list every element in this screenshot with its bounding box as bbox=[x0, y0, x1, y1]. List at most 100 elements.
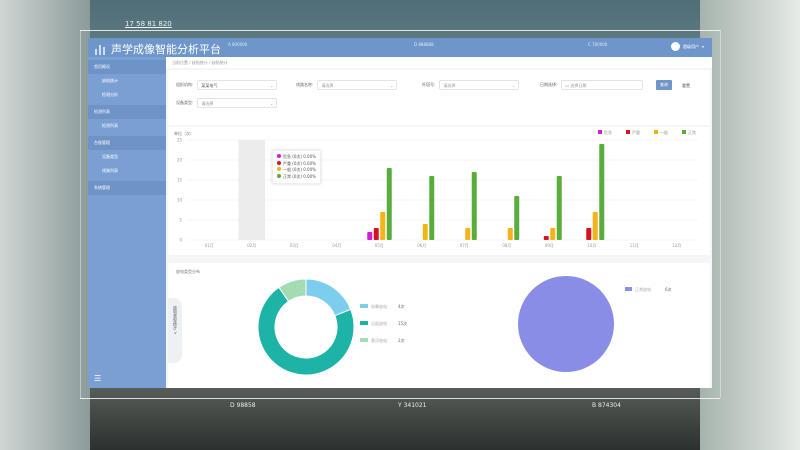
sidebar-item[interactable]: 设备类型 bbox=[102, 154, 118, 159]
sidebar-item[interactable]: 检测列表 bbox=[88, 105, 166, 119]
bar-一般 bbox=[465, 228, 471, 240]
y-tick-label: 10 bbox=[177, 198, 183, 203]
bar-一般 bbox=[380, 212, 386, 240]
tooltip-row: 严重 (0次) 0.00% bbox=[277, 160, 316, 168]
hover-highlight bbox=[238, 140, 265, 240]
tower-select[interactable]: 请选择 ⌄ bbox=[439, 80, 520, 90]
header-label: C 700000 bbox=[588, 42, 608, 47]
bar-正常 bbox=[599, 144, 605, 240]
calendar-icon: ▭ bbox=[565, 83, 571, 88]
donut-slice bbox=[305, 278, 352, 317]
hud-bottom-right: B 874304 bbox=[592, 402, 621, 409]
y-tick-label: 20 bbox=[177, 158, 183, 163]
bars-logo-icon bbox=[95, 44, 105, 55]
legend-swatch bbox=[598, 130, 602, 134]
legend-value: 4次 bbox=[398, 303, 405, 309]
x-tick-label: 12月 bbox=[672, 243, 681, 248]
series-dot-icon bbox=[277, 160, 281, 165]
legend-swatch bbox=[626, 130, 630, 134]
menu-icon[interactable]: ☰ bbox=[94, 374, 102, 383]
legend-value: 15次 bbox=[398, 320, 407, 326]
hud-top-line bbox=[80, 30, 720, 31]
org-select[interactable]: 某某电气 ⌄ bbox=[197, 80, 278, 90]
search-button[interactable]: 查询 bbox=[656, 80, 672, 90]
y-tick-label: 25 bbox=[177, 138, 183, 143]
legend-label: 正常 bbox=[688, 129, 696, 135]
sidebar-item[interactable]: 线路列表 bbox=[102, 168, 118, 173]
x-tick-label: 08月 bbox=[502, 243, 511, 248]
hud-right-line bbox=[720, 30, 721, 398]
x-tick-label: 09月 bbox=[545, 243, 554, 248]
user-menu[interactable]: 超级用户 ▾ bbox=[670, 42, 704, 51]
legend-swatch bbox=[360, 321, 368, 325]
tower-placeholder: 请选择 bbox=[443, 83, 456, 88]
date-placeholder: ▭ 选择日期 bbox=[565, 83, 587, 88]
bar-正常 bbox=[514, 196, 520, 240]
legend-label: 电晕放电 bbox=[371, 303, 387, 309]
chevron-down-icon: ⌄ bbox=[270, 83, 274, 88]
legend-label: 危急 bbox=[604, 129, 612, 135]
bar-一般 bbox=[550, 228, 556, 240]
legend-swatch bbox=[360, 304, 368, 308]
station-select[interactable]: 请选择 ⌄ bbox=[317, 80, 398, 90]
sidebar-item[interactable]: 系统管理 bbox=[88, 181, 166, 195]
user-name: 超级用户 bbox=[682, 43, 699, 49]
app-title: 声学成像智能分析平台 bbox=[111, 43, 221, 56]
series-dot-icon bbox=[277, 173, 281, 178]
breadcrumb: 当前位置 / 缺陷统计 / 缺陷统计 bbox=[166, 57, 712, 68]
legend-swatch bbox=[360, 338, 368, 342]
hud-bottom-center: Y 341021 bbox=[398, 402, 427, 409]
bar-危急 bbox=[367, 232, 373, 240]
hud-bottom-line bbox=[80, 398, 720, 399]
y-axis-label: 单位（次） bbox=[174, 130, 194, 136]
bar-正常 bbox=[429, 176, 435, 240]
sidebar-item[interactable]: 检测列表 bbox=[102, 123, 118, 128]
chevron-down-icon: ⌄ bbox=[390, 83, 394, 88]
x-tick-label: 10月 bbox=[587, 243, 596, 248]
legend-value: 2次 bbox=[398, 337, 405, 343]
main-content: 当前位置 / 缺陷统计 / 缺陷统计 组织机构: 某某电气 ⌄ 线路名称: 请选择 ⌄ … bbox=[166, 57, 712, 388]
legend-swatch bbox=[654, 130, 658, 134]
org-label: 组织机构: bbox=[176, 82, 194, 87]
sidebar-item[interactable]: 检测分析 bbox=[102, 92, 118, 97]
legend-label: 一般 bbox=[660, 129, 668, 135]
x-tick-label: 02月 bbox=[247, 243, 256, 248]
tooltip-row: 正常 (0次) 0.00% bbox=[277, 173, 316, 181]
bar-正常 bbox=[471, 172, 477, 240]
sidebar-item[interactable]: 台账管理 bbox=[88, 136, 166, 150]
bar-正常 bbox=[556, 176, 562, 240]
sidebar-item[interactable]: 缺陷统计 bbox=[102, 78, 118, 83]
x-tick-label: 06月 bbox=[417, 243, 426, 248]
tooltip-row: 一般 (0次) 0.00% bbox=[277, 167, 316, 174]
x-tick-label: 04月 bbox=[332, 243, 341, 248]
chevron-down-icon: ▾ bbox=[701, 44, 704, 49]
legend-swatch bbox=[625, 287, 632, 291]
chart-tooltip: 危急 (0次) 0.00% 严重 (0次) 0.00% 一般 (0次) 0.00% 正… bbox=[272, 150, 321, 184]
bar-chart-panel: 单位（次） 0 5 10 15 20 25 01月 02月 03月 04月 05月 06月 07月 08月 0… bbox=[168, 127, 710, 255]
date-picker[interactable]: ▭ 选择日期 bbox=[561, 80, 644, 90]
reset-button[interactable]: 重置 bbox=[682, 83, 690, 88]
device-select[interactable]: 请选择 ⌄ bbox=[197, 98, 278, 108]
tooltip-row: 危急 (0次) 0.00% bbox=[277, 154, 316, 161]
side-tab-discharge-stats[interactable]: 放电类型统计 > bbox=[168, 298, 182, 363]
bar-正常 bbox=[386, 168, 392, 240]
hud-bottom-left: D 98858 bbox=[230, 402, 256, 409]
bar-严重 bbox=[586, 228, 592, 240]
tower-label: 杆塔号: bbox=[422, 82, 436, 87]
legend-label: 沿面放电 bbox=[371, 320, 387, 326]
series-dot-icon bbox=[277, 154, 281, 158]
header-label: A 800000 bbox=[228, 42, 248, 47]
bar-一般 bbox=[592, 212, 598, 240]
bar-一般 bbox=[507, 228, 513, 240]
pie-slice bbox=[518, 276, 614, 372]
x-tick-label: 11月 bbox=[630, 243, 639, 248]
y-tick-label: 0 bbox=[179, 238, 182, 243]
header: 声学成像智能分析平台 A 800000 D 888888 C 700000 超级… bbox=[88, 38, 712, 57]
legend-value: 6次 bbox=[665, 286, 672, 292]
chevron-down-icon: ⌄ bbox=[270, 101, 274, 106]
chevron-down-icon: ⌄ bbox=[512, 83, 516, 88]
sidebar-item[interactable]: 首页概况 bbox=[88, 60, 166, 74]
org-value: 某某电气 bbox=[201, 83, 218, 88]
series-dot-icon bbox=[277, 167, 281, 171]
